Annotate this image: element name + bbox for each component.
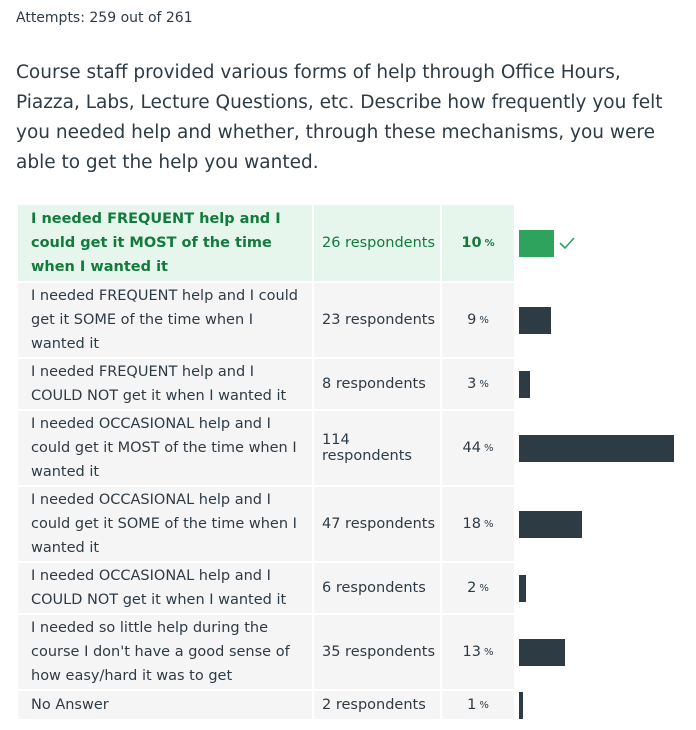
respondents-count: 26 respondents (314, 205, 440, 281)
answer-label: I needed FREQUENT help and I could get i… (18, 205, 312, 281)
answer-percent: 3% (442, 359, 514, 409)
answer-label: I needed OCCASIONAL help and I COULD NOT… (18, 563, 312, 613)
respondents-count: 6 respondents (314, 563, 440, 613)
answer-label: I needed FREQUENT help and I could get i… (18, 283, 312, 357)
answer-percent: 13% (442, 615, 514, 689)
answer-bar (519, 306, 551, 334)
answer-label: I needed OCCASIONAL help and I could get… (18, 411, 312, 485)
answer-bar-cell (514, 283, 696, 357)
answer-bar (519, 434, 674, 462)
respondents-count: 2 respondents (314, 691, 440, 719)
correct-check-icon (559, 237, 575, 250)
answer-bar-cell (514, 691, 696, 719)
respondents-count: 35 respondents (314, 615, 440, 689)
respondents-count: 47 respondents (314, 487, 440, 561)
answer-percent: 44% (442, 411, 514, 485)
answer-row: I needed FREQUENT help and I could get i… (18, 205, 696, 281)
respondents-count: 8 respondents (314, 359, 440, 409)
answer-bar (519, 691, 523, 719)
answer-row: I needed OCCASIONAL help and I COULD NOT… (18, 563, 696, 613)
respondents-count: 114 respondents (314, 411, 440, 485)
answer-bar-cell (514, 411, 696, 485)
answer-row: I needed FREQUENT help and I COULD NOT g… (18, 359, 696, 409)
answer-label: I needed FREQUENT help and I COULD NOT g… (18, 359, 312, 409)
answer-row: No Answer 2 respondents 1% (18, 691, 696, 719)
answer-bar (519, 229, 554, 257)
answer-bar (519, 574, 526, 602)
question-text: Course staff provided various forms of h… (16, 62, 663, 173)
answer-row: I needed OCCASIONAL help and I could get… (18, 487, 696, 561)
respondents-count: 23 respondents (314, 283, 440, 357)
answer-percent: 18% (442, 487, 514, 561)
answer-row: I needed OCCASIONAL help and I could get… (18, 411, 696, 485)
answer-label: I needed so little help during the cours… (18, 615, 312, 689)
answer-bar-cell (514, 359, 696, 409)
answer-percent: 2% (442, 563, 514, 613)
answer-bar (519, 638, 565, 666)
answer-label: No Answer (18, 691, 312, 719)
attempts-count: Attempts: 259 out of 261 (16, 10, 193, 26)
answer-bar (519, 370, 530, 398)
answer-percent: 10% (442, 205, 514, 281)
answer-bar-cell (514, 615, 696, 689)
answer-results-list: I needed FREQUENT help and I could get i… (18, 205, 696, 721)
answer-bar-cell (514, 205, 696, 281)
answer-row: I needed so little help during the cours… (18, 615, 696, 689)
answer-label: I needed OCCASIONAL help and I could get… (18, 487, 312, 561)
answer-bar-cell (514, 563, 696, 613)
answer-bar-cell (514, 487, 696, 561)
answer-percent: 1% (442, 691, 514, 719)
answer-percent: 9% (442, 283, 514, 357)
answer-row: I needed FREQUENT help and I could get i… (18, 283, 696, 357)
answer-bar (519, 510, 582, 538)
